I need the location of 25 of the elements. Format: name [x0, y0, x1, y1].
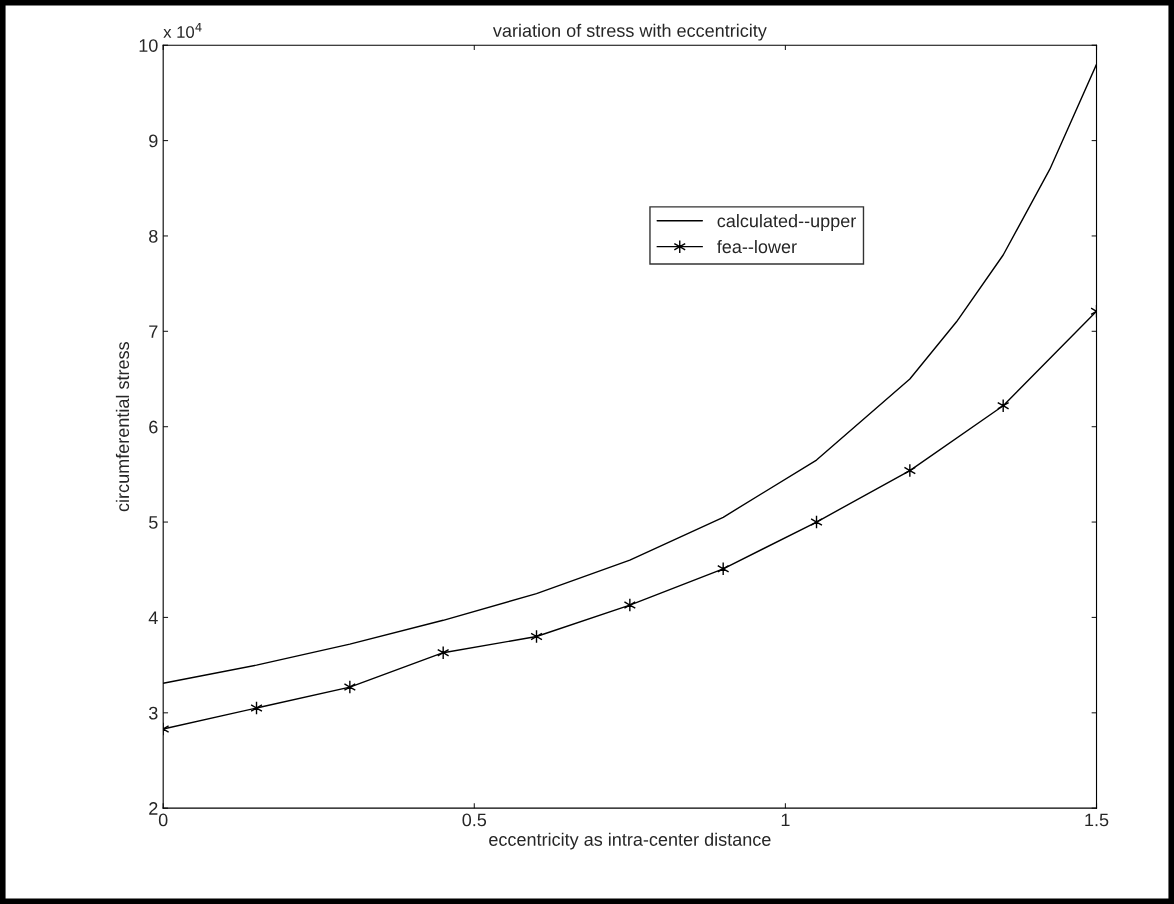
point	[623, 598, 636, 612]
x-tick-label: 1	[781, 813, 790, 827]
y-tick-label: 5	[149, 516, 158, 529]
y-tick-label: 4	[148, 611, 158, 624]
point	[437, 645, 450, 660]
y-tick-label: 2	[149, 802, 158, 815]
chart-title: variation of stress with eccentricity	[492, 23, 767, 41]
point	[343, 680, 356, 694]
x-tick-label: 0	[158, 813, 168, 827]
x-tick-label: 1.5	[1085, 813, 1109, 827]
y-axis-title: circumferential stress	[115, 342, 130, 512]
point	[997, 398, 1010, 413]
point	[717, 561, 730, 576]
legend-label: calculated--upper	[717, 214, 856, 231]
y-tick-label: 9	[149, 134, 158, 148]
y-tick-label: 6	[149, 420, 158, 434]
x-axis-title: eccentricity as intra-center distance	[489, 832, 771, 850]
point	[903, 463, 916, 478]
x-tick-label: 0.5	[462, 813, 487, 827]
y-tick-label: 7	[149, 325, 158, 338]
y-tick-label: 8	[149, 229, 158, 243]
y-tick-label: 10	[139, 39, 158, 52]
y-tick-label: 3	[148, 706, 158, 720]
legend-label: fea--lower	[717, 239, 797, 254]
text: x 10$^{4}$	[163, 22, 202, 38]
